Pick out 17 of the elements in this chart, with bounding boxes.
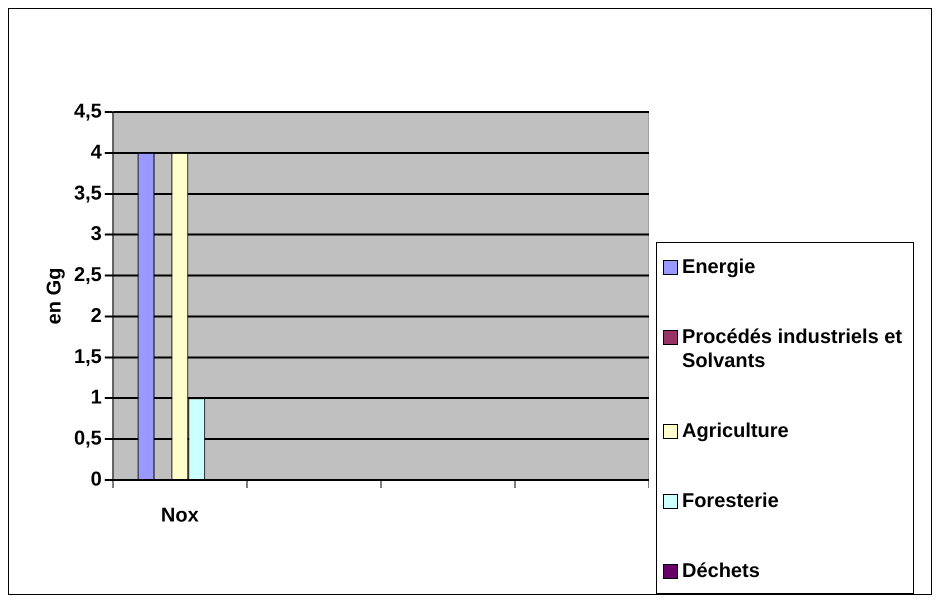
y-tick-label: 4,5 [74,100,102,123]
y-tick-label: 0 [90,468,102,491]
y-tick-label: 3,5 [74,182,102,204]
y-tick-label: 1,5 [74,346,102,368]
y-axis-title: en Gg [44,268,66,324]
y-tick-label: 2,5 [74,264,102,286]
legend-label: Foresterie [682,489,779,513]
legend-label: Energie [682,255,756,279]
legend-label: Déchets [682,559,760,583]
y-tick-label: 2 [90,304,102,327]
legend-label: Procédés industriels et Solvants [682,325,904,373]
legend-label: Agriculture [682,419,789,443]
x-tick-label: Nox [160,504,199,527]
y-tick-label: 0,5 [74,428,102,450]
y-tick-label: 4 [90,141,103,164]
y-tick-label: 3 [90,223,102,246]
y-tick-label: 1 [90,386,102,409]
